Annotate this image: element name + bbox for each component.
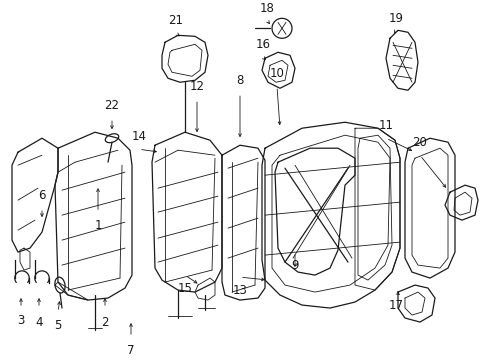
Text: 19: 19	[387, 12, 403, 25]
Text: 10: 10	[269, 67, 284, 80]
Text: 5: 5	[54, 319, 61, 332]
Text: 14: 14	[131, 130, 146, 143]
Text: 8: 8	[236, 74, 243, 87]
Text: 21: 21	[168, 14, 183, 27]
Text: 18: 18	[259, 2, 274, 15]
Text: 2: 2	[101, 315, 108, 329]
Text: 15: 15	[177, 282, 192, 294]
Text: 4: 4	[35, 315, 42, 329]
Text: 3: 3	[17, 314, 24, 327]
Text: 12: 12	[189, 80, 204, 93]
Text: 16: 16	[255, 38, 270, 51]
Text: 11: 11	[378, 119, 393, 132]
Text: 20: 20	[412, 136, 427, 149]
Text: 6: 6	[38, 189, 46, 202]
Text: 7: 7	[127, 343, 135, 356]
Text: 1: 1	[94, 219, 102, 231]
Text: 13: 13	[232, 284, 247, 297]
Text: 17: 17	[387, 298, 403, 311]
Text: 9: 9	[291, 258, 298, 271]
Text: 22: 22	[104, 99, 119, 112]
